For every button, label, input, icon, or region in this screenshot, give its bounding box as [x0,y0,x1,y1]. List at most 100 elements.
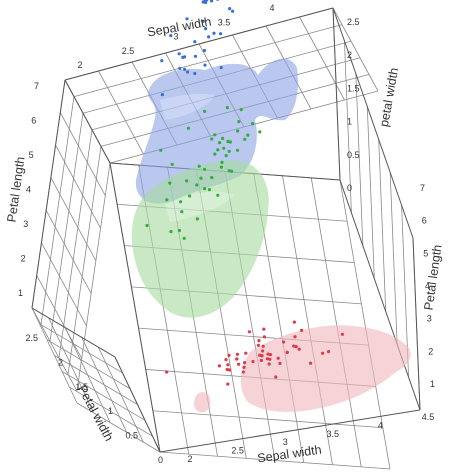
data-point [293,335,297,339]
cube-edge [109,162,161,453]
grid-line-top-sepal [332,7,379,92]
tick-petal-length-left: 4 [26,185,31,195]
data-point [188,194,192,198]
data-point [226,382,230,386]
data-point [203,187,207,191]
data-point [237,362,241,366]
data-point [216,193,220,197]
data-point [247,330,251,334]
data-point [274,375,278,379]
data-point [260,354,264,358]
data-point [236,129,240,133]
data-point [183,55,187,59]
grid-line-left-length [55,144,101,229]
data-point [195,217,199,221]
grid-line-right-length [378,139,387,312]
data-point [169,230,173,234]
tick-petal-width-bottom: 2 [58,357,63,367]
tick-petal-width-bottom: 1.5 [75,382,88,392]
grid-line-bottom-sepal [39,323,123,374]
grid-line-bottom-sepal [76,402,161,453]
hull-red [240,325,411,412]
grid-line-front-sepal [339,179,391,470]
data-point [222,146,226,150]
data-point [193,40,197,44]
tick-sepal-width-top: 2 [77,60,82,70]
data-point [177,52,181,56]
grid-line-top-sepal [299,16,345,101]
data-point [230,169,234,173]
data-point [203,63,207,67]
data-point [199,176,203,180]
data-point [145,223,149,228]
data-point [258,130,262,134]
data-point [292,320,296,324]
data-point [276,356,280,360]
data-point [282,340,286,344]
data-point [203,167,207,171]
tick-petal-length-left: 7 [34,81,39,91]
grid-line-left-length [45,210,92,294]
data-point [261,344,265,348]
cube-edge [31,307,116,358]
data-point [241,370,245,374]
tick-petal-length-right: 6 [422,216,427,226]
data-point [259,358,263,362]
cube-edge [159,409,421,453]
tick-petal-length-right: 3 [427,314,432,324]
grid-line-top-sepal [98,70,144,155]
tick-petal-width-bottom: 2.5 [25,333,38,343]
grid-line-front-length [159,451,391,470]
cube-edge [412,237,421,411]
tick-labels: 2 2.5 3 3.5 4 0 0.5 1 1.5 2 2.5 1 2 3 4 5 6 7 1 2 3 4 5 6 7 0 0.5 1… [18,3,435,465]
tick-petal-length-left: 3 [23,219,28,229]
data-point [183,67,187,71]
tick-petal-length-left: 1 [18,288,23,298]
data-point [226,363,230,367]
data-point [204,0,208,5]
grid-line-left-length [41,242,87,327]
tick-petal-length-right: 4 [425,281,430,291]
grid-line-front-sepal [310,177,362,467]
data-point [309,361,313,365]
data-point [258,353,262,357]
data-point [268,353,272,357]
data-point [261,349,265,353]
data-point [182,236,186,240]
cube-edge [64,79,111,164]
tick-petal-width-right: 0.5 [347,150,360,160]
tick-sepal-width-bottom: 2 [187,454,192,464]
data-point [202,48,206,53]
grid-line-left-width [40,96,75,325]
data-point [237,120,241,124]
grid-line-left-width [67,146,102,375]
tick-petal-width-right: 1.5 [347,83,360,93]
data-point [221,136,225,140]
data-point [186,70,190,74]
data-point [213,152,217,156]
data-point [168,181,172,185]
data-point [292,344,296,348]
grid-line-left-length [31,307,78,392]
data-point [219,32,223,36]
data-point [197,164,201,168]
data-point [160,59,164,63]
cube-edge [339,179,421,411]
tick-petal-width-right: 0 [347,183,352,193]
tick-sepal-width-top: 3.5 [218,17,231,27]
cube-edge [31,79,66,309]
axis-title-sepal-width-top: Sepal width [146,15,212,40]
grid-line-left-length [59,112,106,196]
grid-line-left-length [50,177,97,261]
grid-line-bottom-width [48,317,94,413]
data-point [213,133,217,137]
data-point [224,154,228,158]
data-point [265,357,269,361]
data-point [210,176,214,180]
data-point [212,31,216,35]
data-point [227,353,231,357]
data-point [207,35,211,39]
data-point [285,350,289,354]
data-point [327,350,331,354]
